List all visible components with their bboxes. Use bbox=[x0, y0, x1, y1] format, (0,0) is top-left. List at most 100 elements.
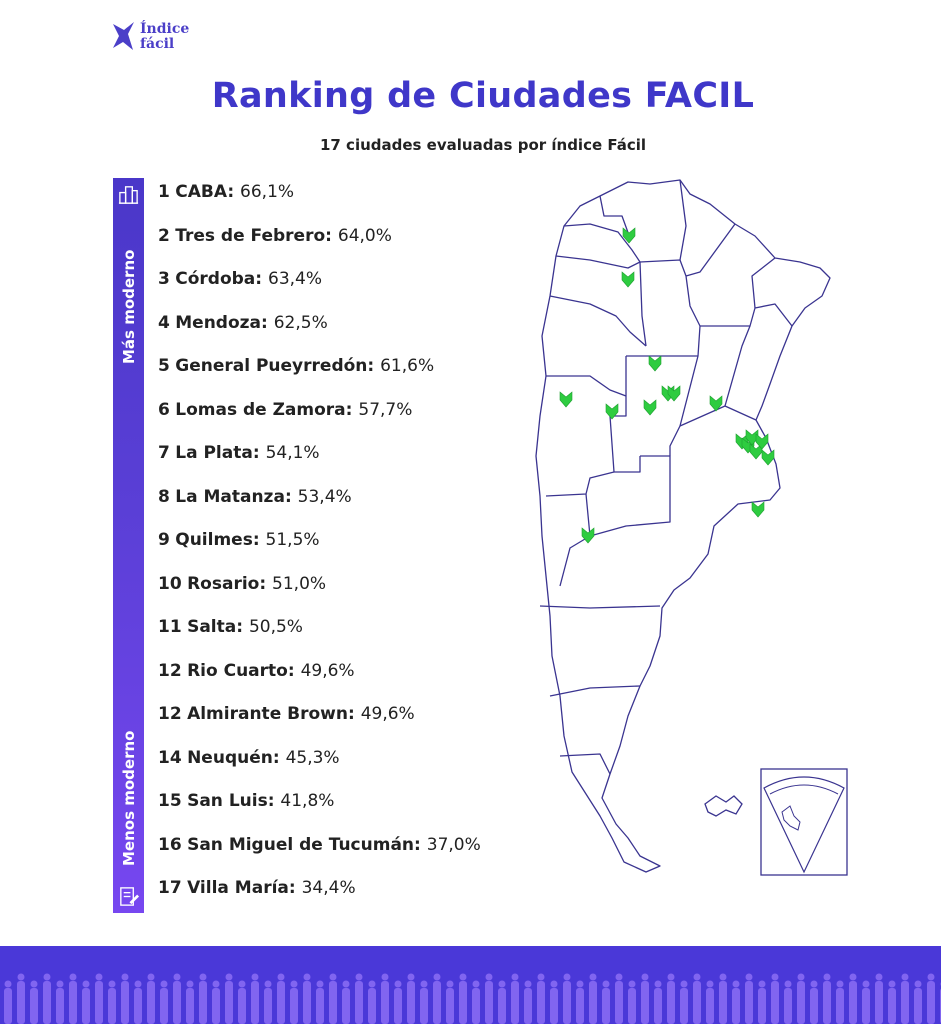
footer-people-pattern bbox=[0, 946, 941, 1024]
person-silhouette-icon bbox=[511, 973, 519, 1024]
person-silhouette-icon bbox=[563, 973, 571, 1024]
city-marker-icon bbox=[667, 385, 681, 402]
person-silhouette-icon bbox=[901, 973, 909, 1024]
person-silhouette-icon bbox=[459, 973, 467, 1024]
person-silhouette-icon bbox=[121, 973, 129, 1024]
person-silhouette-icon bbox=[277, 973, 285, 1024]
city-score: 50,5% bbox=[248, 617, 303, 637]
person-silhouette-icon bbox=[290, 980, 298, 1024]
city-name: Villa María bbox=[187, 878, 289, 898]
person-silhouette-icon bbox=[810, 980, 818, 1024]
rank-row: 17 Villa María: 34,4% bbox=[158, 878, 356, 898]
person-silhouette-icon bbox=[212, 980, 220, 1024]
city-score: 49,6% bbox=[360, 704, 415, 724]
person-silhouette-icon bbox=[316, 980, 324, 1024]
province-boundary-22 bbox=[549, 685, 641, 697]
rank-number: 3 bbox=[158, 269, 170, 289]
province-boundary-23 bbox=[559, 753, 611, 775]
rank-number: 10 bbox=[158, 573, 182, 594]
city-score: 34,4% bbox=[301, 878, 356, 898]
rank-number: 14 bbox=[158, 747, 182, 768]
city-score: 37,0% bbox=[426, 834, 481, 855]
person-silhouette-icon bbox=[160, 980, 168, 1024]
rank-row: 10 Rosario: 51,0% bbox=[158, 573, 327, 594]
person-silhouette-icon bbox=[238, 980, 246, 1024]
province-boundary-20 bbox=[559, 535, 591, 587]
province-boundary-3 bbox=[555, 255, 687, 277]
province-boundary-4 bbox=[679, 179, 687, 261]
person-silhouette-icon bbox=[862, 980, 870, 1024]
person-silhouette-icon bbox=[771, 973, 779, 1024]
person-silhouette-icon bbox=[875, 973, 883, 1024]
person-silhouette-icon bbox=[394, 980, 402, 1024]
rank-row: 1 CABA: 66,1% bbox=[158, 182, 295, 202]
person-silhouette-icon bbox=[30, 980, 38, 1024]
rank-number: 16 bbox=[158, 834, 182, 855]
person-silhouette-icon bbox=[446, 980, 454, 1024]
rank-number: 15 bbox=[158, 791, 182, 811]
person-silhouette-icon bbox=[654, 980, 662, 1024]
person-silhouette-icon bbox=[186, 980, 194, 1024]
person-silhouette-icon bbox=[225, 973, 233, 1024]
logo-mark-icon bbox=[113, 22, 134, 50]
rank-row: 2 Tres de Febrero: 64,0% bbox=[158, 225, 392, 246]
rank-number: 12 bbox=[158, 660, 182, 681]
rank-row: 12 Rio Cuarto: 49,6% bbox=[158, 660, 355, 681]
person-silhouette-icon bbox=[69, 973, 77, 1024]
rank-number: 8 bbox=[158, 486, 170, 507]
page-subtitle: 17 ciudades evaluadas por índice Fácil bbox=[319, 136, 647, 154]
rank-row: 14 Neuquén: 45,3% bbox=[158, 747, 340, 768]
rank-number: 4 bbox=[158, 312, 170, 333]
person-silhouette-icon bbox=[849, 973, 857, 1024]
city-score: 63,4% bbox=[268, 269, 323, 289]
province-boundary-7 bbox=[546, 375, 627, 397]
person-silhouette-icon bbox=[888, 980, 896, 1024]
rank-row: 11 Salta: 50,5% bbox=[158, 617, 303, 637]
rank-number: 5 bbox=[158, 356, 170, 376]
city-name: La Plata bbox=[175, 443, 253, 463]
person-silhouette-icon bbox=[134, 980, 142, 1024]
rank-row: 6 Lomas de Zamora: 57,7% bbox=[158, 399, 413, 420]
rank-number: 6 bbox=[158, 399, 170, 420]
person-silhouette-icon bbox=[732, 980, 740, 1024]
person-silhouette-icon bbox=[628, 980, 636, 1024]
city-name: Rosario bbox=[187, 573, 260, 594]
city-score: 45,3% bbox=[285, 747, 340, 768]
modernity-scale-bar: Más moderno Menos moderno bbox=[113, 178, 144, 913]
city-marker-icon bbox=[581, 527, 595, 544]
province-boundary-19 bbox=[585, 476, 671, 537]
city-score: 49,6% bbox=[300, 660, 355, 681]
rank-number: 2 bbox=[158, 225, 170, 246]
city-name: Lomas de Zamora bbox=[175, 399, 346, 420]
scale-bottom-label: Menos moderno bbox=[120, 730, 138, 866]
person-silhouette-icon bbox=[147, 973, 155, 1024]
city-name: Salta bbox=[187, 617, 237, 637]
person-silhouette-icon bbox=[693, 973, 701, 1024]
rank-row: 7 La Plata: 54,1% bbox=[158, 443, 320, 463]
brand-logo: Índice fácil bbox=[110, 18, 220, 58]
city-name: San Luis bbox=[187, 791, 268, 811]
person-silhouette-icon bbox=[667, 973, 675, 1024]
person-silhouette-icon bbox=[199, 973, 207, 1024]
city-score: 61,6% bbox=[380, 356, 435, 376]
province-boundary-16 bbox=[640, 455, 671, 476]
person-silhouette-icon bbox=[719, 973, 727, 1024]
province-boundary-6 bbox=[549, 295, 647, 347]
person-silhouette-icon bbox=[342, 980, 350, 1024]
person-silhouette-icon bbox=[797, 973, 805, 1024]
province-boundary-1 bbox=[563, 223, 641, 263]
city-score: 51,5% bbox=[265, 530, 320, 550]
city-score: 64,0% bbox=[337, 225, 392, 246]
city-marker-icon bbox=[761, 449, 775, 466]
city-name: Almirante Brown bbox=[187, 704, 348, 724]
person-silhouette-icon bbox=[498, 980, 506, 1024]
rank-row: 9 Quilmes: 51,5% bbox=[158, 530, 320, 550]
city-score: 53,4% bbox=[297, 486, 352, 507]
person-silhouette-icon bbox=[43, 973, 51, 1024]
city-score: 54,1% bbox=[265, 443, 320, 463]
person-silhouette-icon bbox=[472, 980, 480, 1024]
person-silhouette-icon bbox=[745, 973, 753, 1024]
person-silhouette-icon bbox=[17, 973, 25, 1024]
province-boundary-17 bbox=[669, 405, 726, 456]
rank-number: 17 bbox=[158, 878, 182, 898]
